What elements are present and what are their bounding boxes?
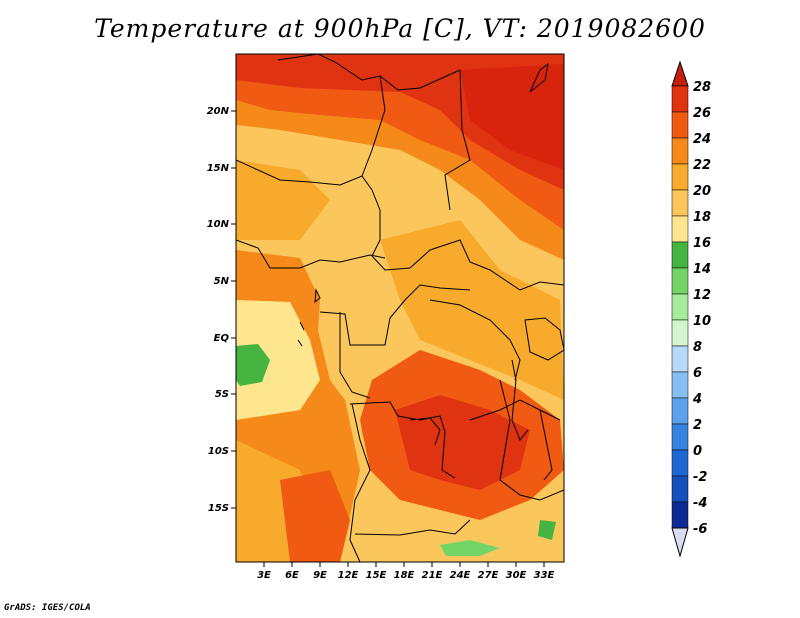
colorbar-swatch: [671, 111, 689, 139]
lake-tanganyika: [511, 359, 529, 441]
lake-victoria: [524, 317, 564, 361]
border-sudan-west: [444, 69, 471, 211]
colorbar-swatch: [671, 449, 689, 477]
colorbar-swatch: [671, 163, 689, 191]
lat-label: 5N: [214, 276, 230, 287]
lat-label: 10S: [208, 446, 229, 457]
lon-label: 21E: [422, 570, 443, 581]
colorbar-label: 20: [693, 184, 711, 199]
south-ocean-hot: [280, 470, 350, 562]
colorbar-label: 18: [693, 210, 711, 225]
colorbar-label: -2: [693, 470, 707, 485]
border-tanzania: [469, 399, 561, 421]
lon-label: 33E: [534, 570, 555, 581]
colorbar-label: -6: [693, 522, 707, 537]
border-sahel: [236, 159, 381, 211]
colorbar-label: 12: [693, 288, 711, 303]
colorbar-label: 22: [693, 158, 711, 173]
colorbar-label: 4: [692, 392, 702, 407]
colorbar-swatch: [671, 423, 689, 451]
lon-label: 12E: [338, 570, 359, 581]
border-guinea-coast: [236, 239, 386, 269]
green-patch-south: [440, 540, 500, 556]
border-car-sudan: [371, 210, 564, 291]
lat-label: 15N: [207, 163, 230, 174]
colorbar: 28 26 24 22 20 18 16 14 12 10 8 6 4 2 0 …: [671, 60, 711, 558]
colorbar-swatch: [671, 345, 689, 373]
colorbar-swatch: [671, 85, 689, 113]
colorbar-swatch: [671, 319, 689, 347]
lat-label: 20N: [207, 106, 230, 117]
border-angola-west: [349, 403, 371, 562]
colorbar-label: 14: [693, 262, 711, 277]
colorbar-label: 6: [693, 366, 702, 381]
colorbar-swatch: [671, 475, 689, 503]
red-sea-coast: [529, 62, 549, 93]
border-zambia-angola: [409, 417, 441, 446]
lat-label: EQ: [214, 333, 230, 344]
lat-label: 5S: [215, 389, 229, 400]
colorbar-label: 8: [693, 340, 702, 355]
border-congo: [319, 284, 471, 346]
colorbar-swatch: [671, 189, 689, 217]
colorbar-swatch: [671, 215, 689, 243]
green-patch-se: [538, 520, 556, 540]
lat-label: 10N: [207, 219, 230, 230]
border-drc-east: [429, 299, 521, 381]
grads-credit: GrADS: IGES/COLA: [4, 603, 91, 613]
lake-malawi: [539, 409, 553, 481]
colorbar-label: 28: [693, 80, 711, 95]
colorbar-label: -4: [693, 496, 707, 511]
colorbar-arrow-bottom: [671, 527, 689, 558]
northeast-hot-core: [460, 64, 564, 170]
colorbar-swatch: [671, 501, 689, 529]
map-title: Temperature at 900hPa [C], VT: 201908260…: [94, 14, 706, 43]
lon-label: 9E: [313, 570, 327, 581]
border-niger-chad: [361, 75, 386, 177]
colorbar-label: 10: [693, 314, 711, 329]
lat-label: 15S: [208, 503, 229, 514]
green-patch-west: [236, 344, 270, 386]
lon-label: 3E: [257, 570, 271, 581]
colorbar-label: 24: [693, 132, 711, 147]
border-gabon: [339, 312, 371, 399]
west-20-22: [236, 160, 330, 240]
border-north: [277, 54, 461, 91]
lon-label: 24E: [450, 570, 471, 581]
border-angola-south: [354, 519, 471, 536]
lat-axis: 20N 15N 10N 5N EQ 5S 10S 15S: [207, 106, 236, 514]
colorbar-label: 2: [693, 418, 702, 433]
lon-label: 30E: [506, 570, 527, 581]
border-zambia-mozambique: [499, 379, 564, 501]
coast-islands: [297, 321, 305, 347]
colorbar-swatch: [671, 241, 689, 269]
colorbar-arrow-top: [671, 60, 689, 87]
colorbar-label: 16: [693, 236, 711, 251]
country-borders: [236, 54, 564, 562]
lon-axis: 3E 6E 9E 12E 15E 18E 21E 24E 27E 30E 33E: [257, 562, 555, 581]
temperature-field: [236, 54, 564, 562]
colorbar-swatch: [671, 267, 689, 295]
map-frame: [235, 53, 565, 563]
bioko-island: [314, 288, 321, 304]
lon-label: 15E: [366, 570, 387, 581]
colorbar-swatch: [671, 293, 689, 321]
lon-label: 27E: [478, 570, 499, 581]
colorbar-label: 0: [693, 444, 702, 459]
colorbar-swatch: [671, 137, 689, 165]
colorbar-label: 26: [693, 106, 711, 121]
lon-label: 6E: [285, 570, 299, 581]
lon-label: 18E: [394, 570, 415, 581]
colorbar-swatch: [671, 397, 689, 425]
colorbar-swatch: [671, 371, 689, 399]
